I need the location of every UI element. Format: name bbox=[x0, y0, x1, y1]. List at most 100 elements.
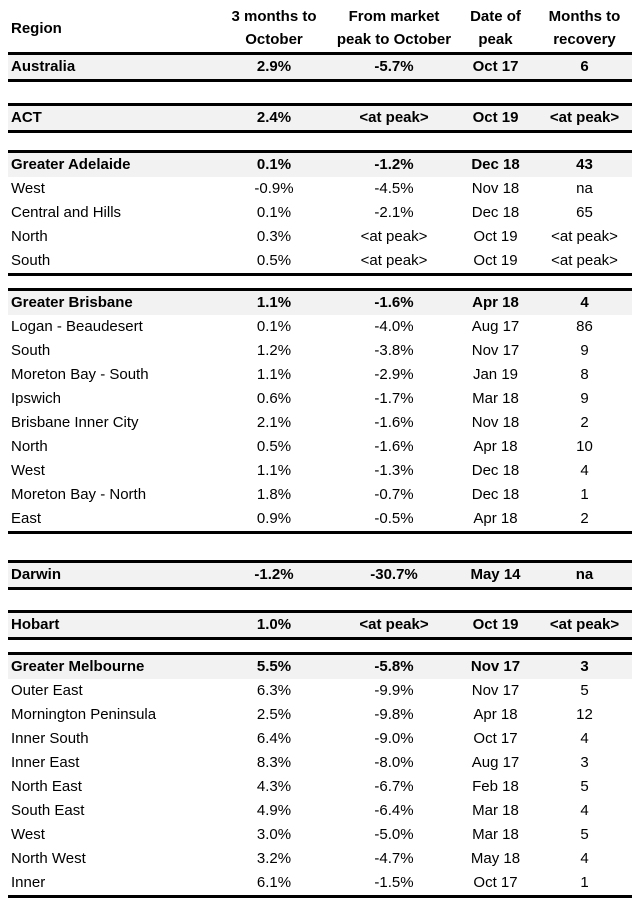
region-cell: Central and Hills bbox=[11, 204, 122, 221]
region-cell: Mornington Peninsula bbox=[11, 706, 157, 723]
value-cell: 1.8% bbox=[256, 486, 292, 503]
region-cell: Inner East bbox=[11, 754, 80, 771]
value-cell: <at peak> bbox=[359, 616, 429, 633]
value-cell: Dec 18 bbox=[471, 462, 520, 479]
value-cell: Oct 19 bbox=[472, 616, 519, 633]
value-cell: 2.1% bbox=[256, 414, 292, 431]
region-cell: Brisbane Inner City bbox=[11, 414, 139, 431]
value-cell: Oct 17 bbox=[472, 58, 519, 75]
table-row: Inner East 8.3% -8.0% Aug 17 3 bbox=[8, 751, 632, 775]
value-cell: 6.4% bbox=[256, 730, 292, 747]
table-row: West 1.1% -1.3% Dec 18 4 bbox=[8, 459, 632, 483]
region-cell: South bbox=[11, 342, 51, 359]
value-cell: 2 bbox=[580, 414, 589, 431]
value-cell: 1.1% bbox=[256, 366, 292, 383]
value-cell: Dec 18 bbox=[471, 486, 520, 503]
table-section-act: ACT 2.4% <at peak> Oct 19 <at peak> bbox=[8, 103, 632, 133]
value-cell: Aug 17 bbox=[471, 754, 520, 771]
value-cell: 6 bbox=[580, 58, 589, 75]
region-cell: North bbox=[11, 438, 48, 455]
region-cell: Greater Adelaide bbox=[11, 156, 131, 173]
value-cell: -6.7% bbox=[374, 778, 414, 795]
value-cell: -2.1% bbox=[374, 204, 414, 221]
region-cell: Outer East bbox=[11, 682, 83, 699]
table-row: Ipswich 0.6% -1.7% Mar 18 9 bbox=[8, 387, 632, 411]
region-cell: North East bbox=[11, 778, 82, 795]
value-cell: Oct 17 bbox=[473, 730, 518, 747]
region-cell: Inner bbox=[11, 874, 46, 891]
table-row: Greater Adelaide 0.1% -1.2% Dec 18 43 bbox=[8, 153, 632, 177]
value-cell: Oct 19 bbox=[473, 228, 518, 245]
value-cell: -1.6% bbox=[374, 294, 414, 311]
region-cell: North West bbox=[11, 850, 86, 867]
value-cell: 3.0% bbox=[256, 826, 292, 843]
value-cell: 0.6% bbox=[256, 390, 292, 407]
value-cell: May 18 bbox=[470, 850, 521, 867]
value-cell: 86 bbox=[576, 318, 593, 335]
region-cell: Inner South bbox=[11, 730, 89, 747]
value-cell: Oct 17 bbox=[473, 874, 518, 891]
table-row: Mornington Peninsula 2.5% -9.8% Apr 18 12 bbox=[8, 703, 632, 727]
region-cell: Moreton Bay - South bbox=[11, 366, 149, 383]
table-row: North West 3.2% -4.7% May 18 4 bbox=[8, 847, 632, 871]
value-cell: 1 bbox=[580, 874, 589, 891]
table-row: Moreton Bay - North 1.8% -0.7% Dec 18 1 bbox=[8, 483, 632, 507]
table-section-hobart: Hobart 1.0% <at peak> Oct 19 <at peak> bbox=[8, 610, 632, 640]
value-cell: 8 bbox=[580, 366, 589, 383]
value-cell: -1.7% bbox=[374, 390, 414, 407]
value-cell: -0.5% bbox=[374, 510, 414, 527]
value-cell: -1.3% bbox=[374, 462, 414, 479]
value-cell: <at peak> bbox=[359, 109, 429, 126]
value-cell: -1.6% bbox=[374, 414, 414, 431]
value-cell: 9 bbox=[580, 342, 589, 359]
value-cell: -6.4% bbox=[374, 802, 414, 819]
value-cell: -0.9% bbox=[254, 180, 294, 197]
table-row: North East 4.3% -6.7% Feb 18 5 bbox=[8, 775, 632, 799]
region-cell: East bbox=[11, 510, 42, 527]
value-cell: -2.9% bbox=[374, 366, 414, 383]
housing-recovery-table: Region 3 months to October From market p… bbox=[8, 2, 632, 898]
table-row: East 0.9% -0.5% Apr 18 2 bbox=[8, 507, 632, 531]
table-section-greater-melbourne: Greater Melbourne 5.5% -5.8% Nov 17 3 Outer E… bbox=[8, 652, 632, 898]
value-cell: <at peak> bbox=[549, 109, 620, 126]
value-cell: -9.9% bbox=[374, 682, 414, 699]
value-cell: 6.3% bbox=[256, 682, 292, 699]
value-cell: Apr 18 bbox=[473, 438, 518, 455]
table-row: South 1.2% -3.8% Nov 17 9 bbox=[8, 339, 632, 363]
value-cell: -9.8% bbox=[374, 706, 414, 723]
value-cell: Feb 18 bbox=[472, 778, 519, 795]
value-cell: 6.1% bbox=[256, 874, 292, 891]
value-cell: -5.0% bbox=[374, 826, 414, 843]
value-cell: -3.8% bbox=[374, 342, 414, 359]
value-cell: 9 bbox=[580, 390, 589, 407]
value-cell: 12 bbox=[576, 706, 593, 723]
value-cell: Dec 18 bbox=[471, 156, 520, 173]
value-cell: 8.3% bbox=[256, 754, 292, 771]
value-cell: -30.7% bbox=[370, 566, 418, 583]
region-cell: West bbox=[11, 462, 45, 479]
table-body: Australia 2.9% -5.7% Oct 17 6 ACT 2.4% <at peak… bbox=[8, 55, 632, 898]
value-cell: 0.1% bbox=[256, 204, 292, 221]
table-row: Outer East 6.3% -9.9% Nov 17 5 bbox=[8, 679, 632, 703]
table-row: Inner 6.1% -1.5% Oct 17 1 bbox=[8, 871, 632, 895]
table-row: West 3.0% -5.0% Mar 18 5 bbox=[8, 823, 632, 847]
value-cell: May 14 bbox=[470, 566, 521, 583]
region-cell: Australia bbox=[11, 58, 76, 75]
value-cell: 4.3% bbox=[256, 778, 292, 795]
value-cell: 5 bbox=[580, 682, 589, 699]
table-section-greater-brisbane: Greater Brisbane 1.1% -1.6% Apr 18 4 Logan - … bbox=[8, 288, 632, 534]
value-cell: Nov 17 bbox=[471, 342, 520, 359]
table-row: Hobart 1.0% <at peak> Oct 19 <at peak> bbox=[8, 613, 632, 637]
region-cell: South East bbox=[11, 802, 85, 819]
table-row: Moreton Bay - South 1.1% -2.9% Jan 19 8 bbox=[8, 363, 632, 387]
value-cell: <at peak> bbox=[551, 252, 618, 269]
value-cell: 3 bbox=[580, 754, 589, 771]
table-row: Brisbane Inner City 2.1% -1.6% Nov 18 2 bbox=[8, 411, 632, 435]
value-cell: -5.8% bbox=[374, 658, 414, 675]
region-cell: Greater Brisbane bbox=[11, 294, 133, 311]
value-cell: -1.5% bbox=[374, 874, 414, 891]
value-cell: Nov 18 bbox=[471, 414, 520, 431]
value-cell: 2.9% bbox=[256, 58, 292, 75]
table-section-australia: Australia 2.9% -5.7% Oct 17 6 bbox=[8, 55, 632, 82]
